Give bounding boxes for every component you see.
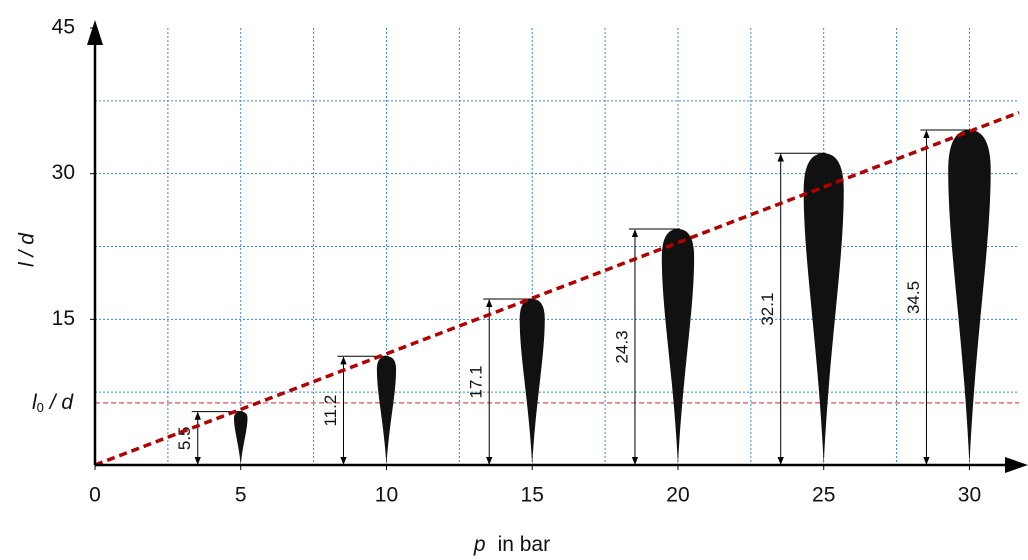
x-label-var: p [473,533,486,556]
spray [948,129,991,465]
x-tick-label: 5 [235,484,247,507]
x-tick-label: 30 [958,484,981,507]
x-tick-label: 10 [375,484,398,507]
y-tick-label: 45 [52,16,75,39]
x-axis-arrow [1005,457,1028,473]
value-label: 32.1 [758,293,777,326]
spray [376,356,397,465]
x-tick-label: 0 [89,484,101,507]
spray [661,229,695,465]
value-label: 34.5 [904,281,923,314]
x-tick-label: 15 [521,484,544,507]
x-label-unit: in bar [498,533,551,556]
value-label: 17.1 [467,365,486,398]
threshold-label-sub: 0 [37,400,44,415]
x-tick-label: 20 [666,484,689,507]
fit-line [94,110,1020,467]
x-axis-label: p in bar [473,533,550,556]
y-axis-label: l / d [16,232,39,267]
spray [803,153,844,466]
y-tick-label: 30 [52,161,75,184]
threshold-label: l0 / d [32,390,74,415]
spray [519,298,545,465]
value-label: 24.3 [612,330,631,363]
value-label: 11.2 [321,395,340,427]
spray [233,411,248,465]
threshold-label-rest: / d [44,390,75,413]
y-axis-arrow [87,20,103,45]
threshold-label-base: l [32,390,38,413]
y-tick-label: 15 [52,307,75,330]
x-tick-label: 25 [812,484,835,507]
